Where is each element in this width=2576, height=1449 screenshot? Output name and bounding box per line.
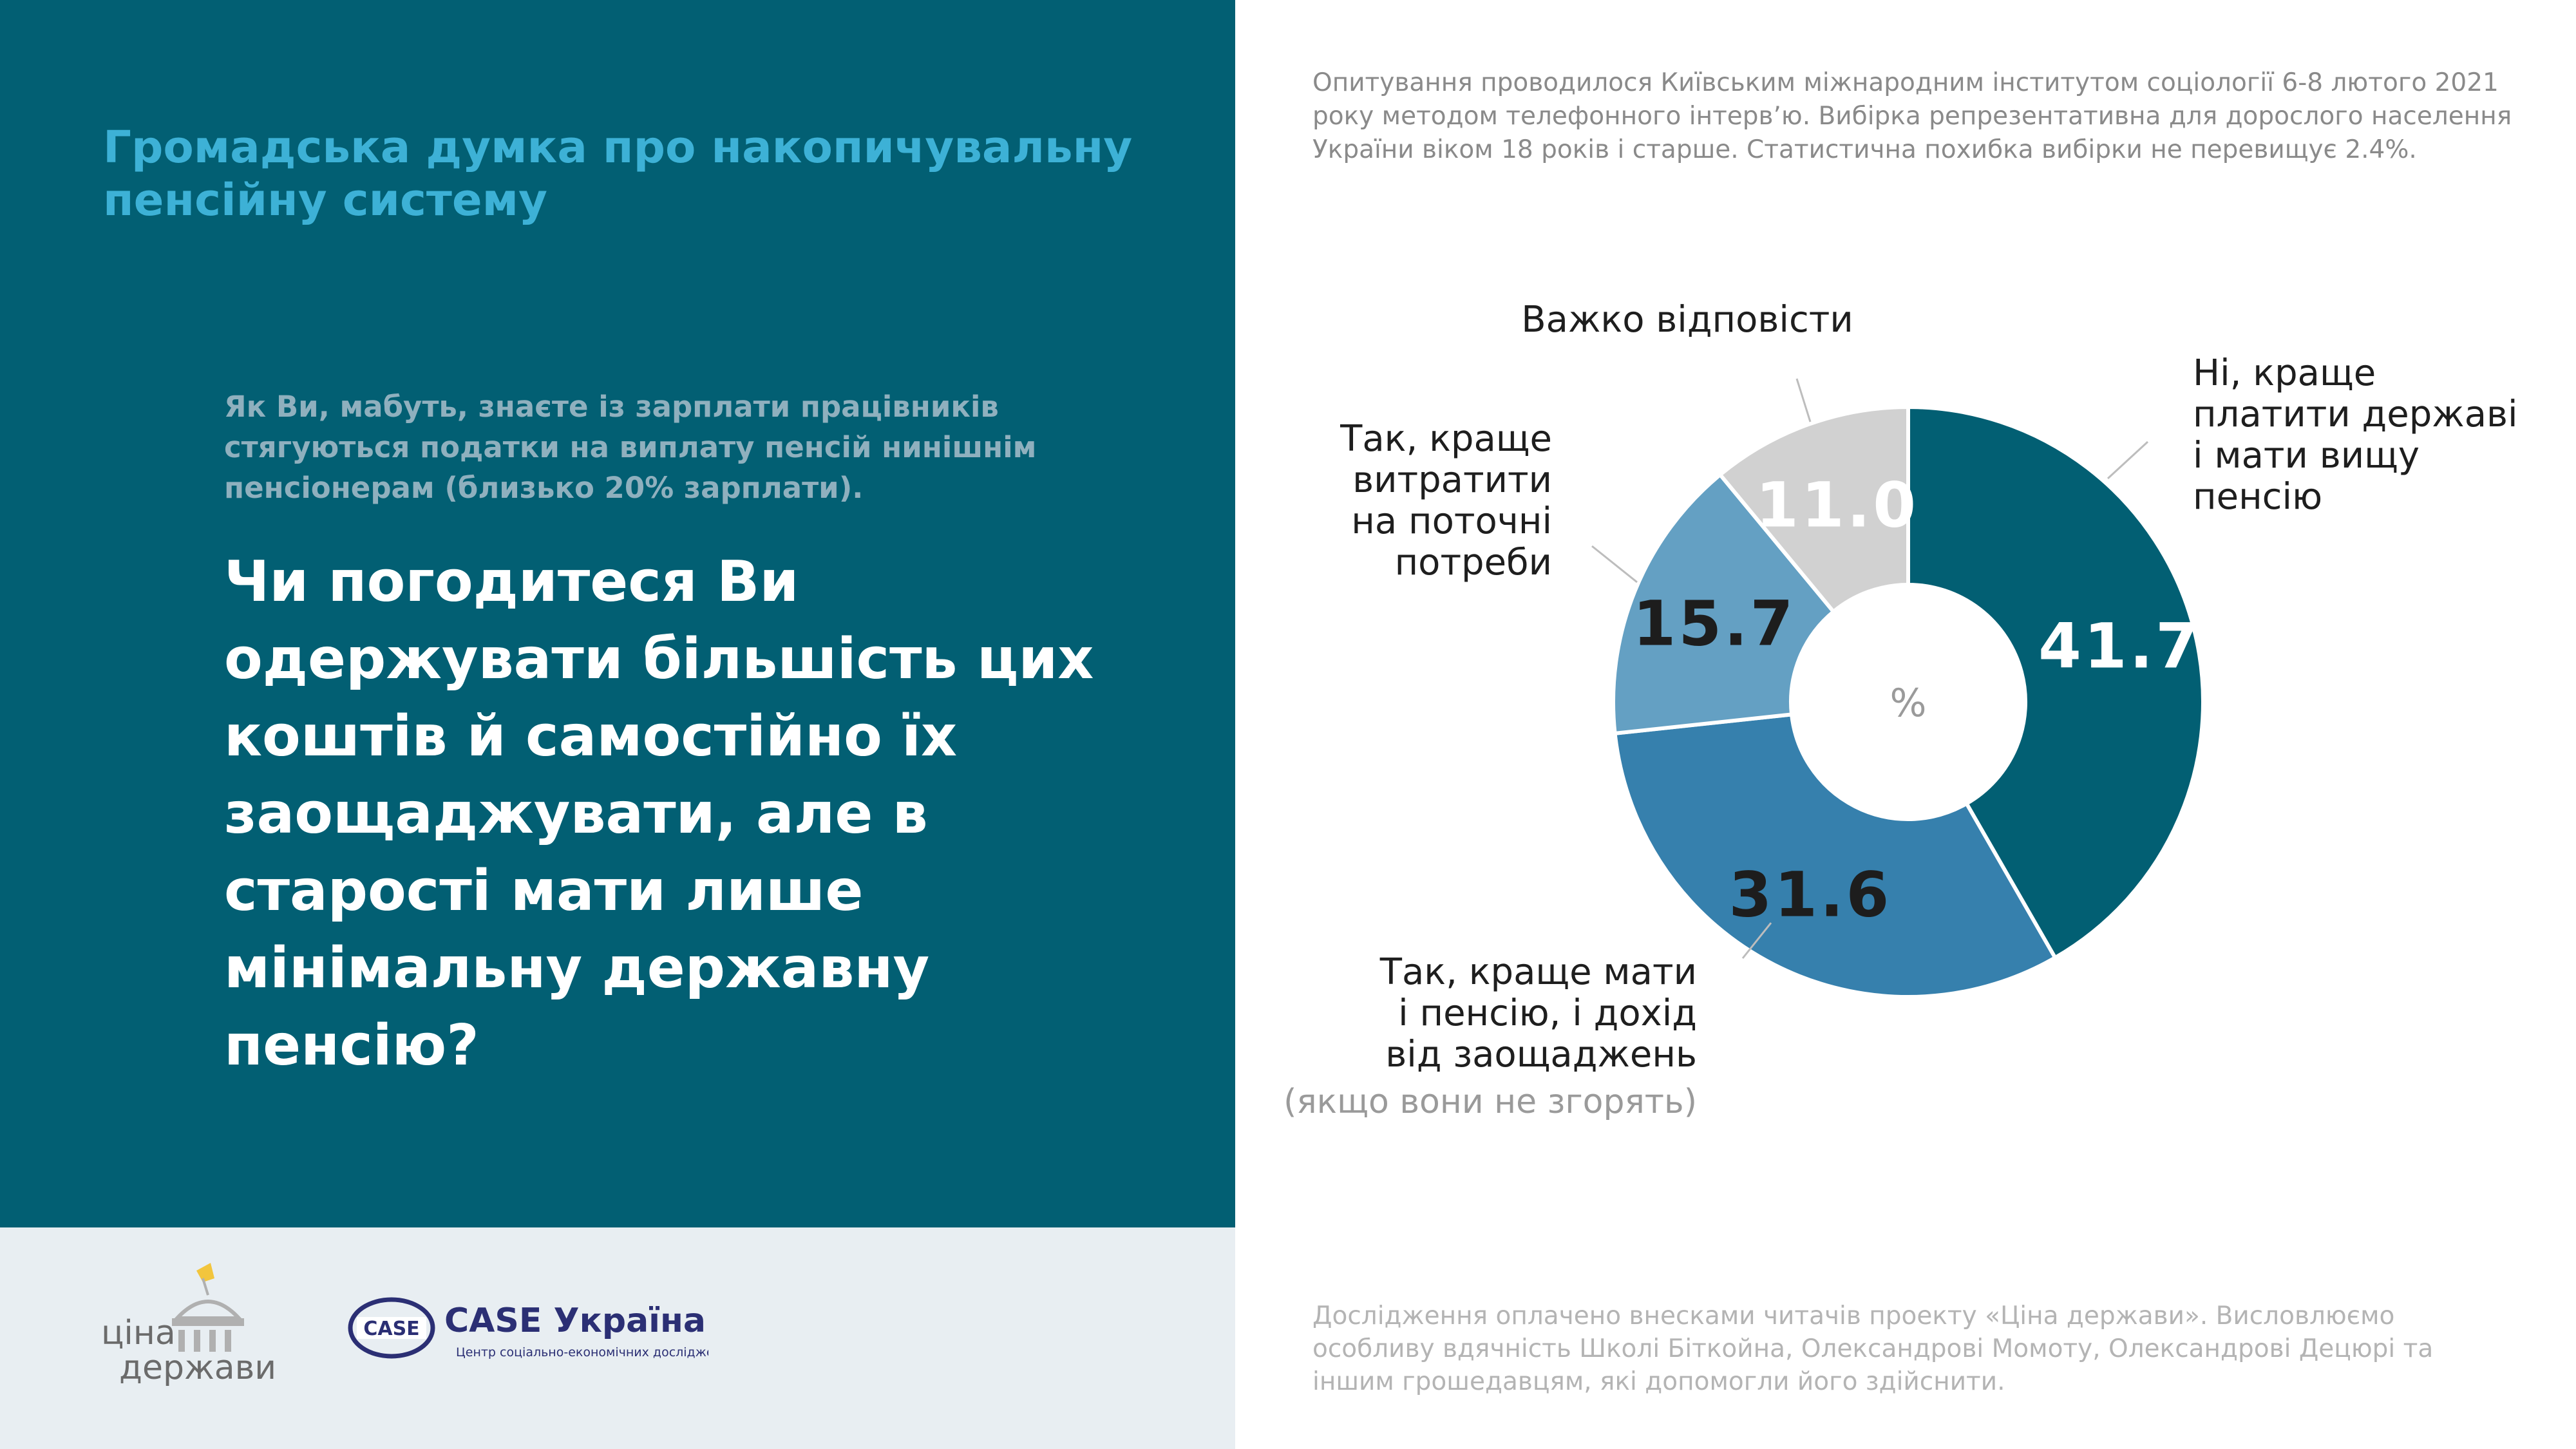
- donut-slice-0: [1906, 404, 2205, 961]
- cina-logo-word2: держави: [119, 1349, 274, 1387]
- donut-slice-2: [1611, 471, 1837, 736]
- left-panel: [0, 0, 1235, 1227]
- slice-value-2: 15.7: [1633, 588, 1796, 660]
- case-logo-name: CASE Україна: [444, 1302, 706, 1340]
- funding-note: Дослідження оплачено внесками читачів пр…: [1312, 1302, 2434, 1396]
- slice-label-0-line-1: платити державі: [2193, 393, 2518, 435]
- slice-label-2-line-1: витратити: [1352, 459, 1552, 501]
- leader-line-3: [1795, 378, 1812, 422]
- slice-label-1-line-0: Так, краще мати: [1379, 951, 1697, 993]
- survey-note: Опитування проводилося Київським міжнаро…: [1312, 68, 2512, 164]
- donut-center-label: %: [1889, 681, 1926, 726]
- slice-label-0-line-2: і мати вищу: [2193, 435, 2420, 477]
- slice-note-1: (якщо вони не згорять): [1283, 1083, 1697, 1121]
- donut-slice-1: [1613, 712, 2058, 999]
- cina-derzhavy-logo: ціна держави: [101, 1263, 274, 1387]
- slice-value-3: 11.0: [1756, 469, 1918, 541]
- slice-label-2-line-3: потреби: [1395, 542, 1552, 583]
- slice-label-2-line-2: на поточні: [1351, 500, 1552, 542]
- building-icon: [172, 1263, 244, 1352]
- slice-label-1-line-1: і пенсію, і дохід: [1398, 992, 1697, 1034]
- leader-line-2: [1591, 545, 1638, 583]
- leader-line-1: [1741, 922, 1772, 959]
- slice-label-0-line-0: Ні, краще: [2193, 352, 2376, 394]
- page-title: Громадська думка про накопичувальну пенс…: [103, 122, 1133, 226]
- leader-line-0: [2107, 440, 2149, 480]
- question-text: Чи погодитеся Ви одержувати більшість ци…: [224, 549, 1094, 1078]
- cina-logo-word1: ціна: [101, 1314, 176, 1352]
- donut-slice-3: [1717, 404, 1910, 614]
- case-ukraine-logo: CASE CASE Україна Центр соціально-економ…: [348, 1297, 708, 1359]
- slice-label-1-line-2: від заощаджень: [1385, 1034, 1697, 1075]
- slice-label-2-line-0: Так, краще: [1340, 418, 1552, 460]
- case-badge-icon: CASE: [348, 1297, 435, 1359]
- slice-label-3-line-0: Важко відповісти: [1521, 299, 1853, 341]
- case-logo-subtitle: Центр соціально-економічних досліджень: [456, 1345, 708, 1359]
- slice-label-0-line-3: пенсію: [2193, 476, 2322, 518]
- slice-value-0: 41.7: [2038, 610, 2201, 682]
- logo-strip: [0, 1227, 1235, 1449]
- question-intro: Як Ви, мабуть, знаєте із зарплати праців…: [224, 390, 1037, 505]
- slice-value-1: 31.6: [1728, 858, 1891, 931]
- case-badge-text: CASE: [363, 1318, 419, 1340]
